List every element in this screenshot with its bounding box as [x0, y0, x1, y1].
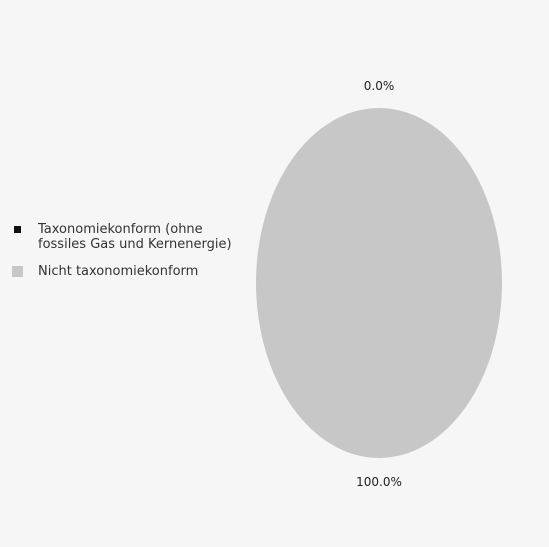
legend-item-nicht-taxonomiekonform: Nicht taxonomiekonform	[12, 264, 254, 279]
legend-label-nicht-taxonomiekonform: Nicht taxonomiekonform	[38, 264, 199, 279]
legend-item-taxonomiekonform: Taxonomiekonform (ohne fossiles Gas und …	[14, 222, 254, 252]
data-label-taxonomiekonform: 0.0%	[364, 79, 395, 93]
data-label-nicht-taxonomiekonform: 100.0%	[356, 475, 402, 489]
chart-legend: Taxonomiekonform (ohne fossiles Gas und …	[12, 222, 254, 291]
legend-swatch-taxonomiekonform	[14, 226, 21, 233]
pie-slice-nicht-taxonomiekonform	[256, 108, 502, 458]
legend-swatch-nicht-taxonomiekonform	[12, 266, 23, 277]
legend-label-taxonomiekonform: Taxonomiekonform (ohne fossiles Gas und …	[38, 222, 232, 252]
